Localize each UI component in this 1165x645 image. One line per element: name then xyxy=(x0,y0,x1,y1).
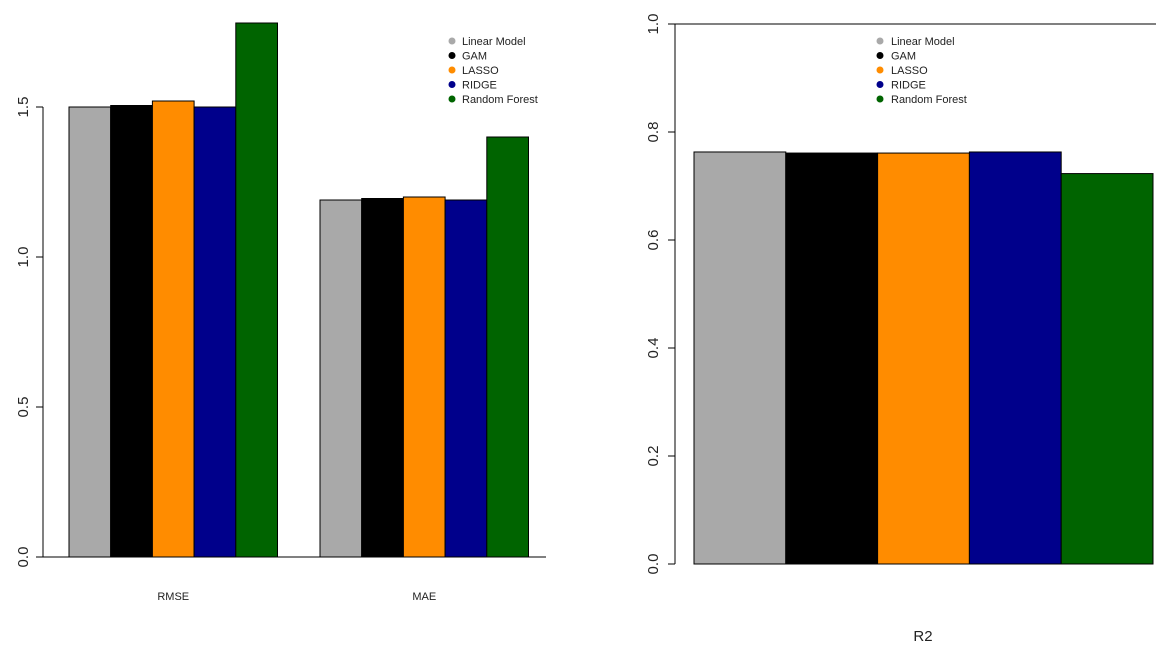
legend-label: Linear Model xyxy=(462,36,526,48)
y-tick-label: 0.8 xyxy=(645,122,662,143)
legend-swatch xyxy=(448,37,456,45)
y-tick-label: 0.0 xyxy=(15,547,32,568)
legend-label: RIDGE xyxy=(891,80,926,92)
legend-swatch xyxy=(448,52,456,59)
bar-mae-gam xyxy=(361,198,404,558)
legend-swatch xyxy=(876,52,884,59)
bar-mae-ridge xyxy=(444,199,488,558)
y-tick-label: 0.2 xyxy=(645,446,662,467)
y-tick-label: 0.4 xyxy=(645,338,662,359)
y-tick-label: 1.0 xyxy=(645,14,662,35)
legend-swatch xyxy=(448,66,456,74)
x-category-label: RMSE xyxy=(157,591,189,603)
bar-mae-linear-model xyxy=(319,199,363,558)
y-tick-label: 1.0 xyxy=(15,247,32,268)
bar-r2-random-forest xyxy=(1060,173,1154,565)
legend-swatch xyxy=(876,81,884,88)
bar-rmse-linear-model xyxy=(68,106,112,558)
legend-swatch xyxy=(448,95,456,103)
bar-r2-lasso xyxy=(877,152,970,565)
y-tick-label: 0.6 xyxy=(645,230,662,251)
legend-swatch xyxy=(448,81,456,88)
legend-label: Linear Model xyxy=(891,36,955,48)
bar-rmse-ridge xyxy=(193,106,237,558)
bar-r2-ridge xyxy=(968,151,1062,565)
y-tick-label: 0.0 xyxy=(645,554,662,575)
bar-mae-lasso xyxy=(402,196,446,558)
bar-rmse-gam xyxy=(110,105,153,558)
legend-label: LASSO xyxy=(462,65,499,77)
bar-mae-random-forest xyxy=(486,136,529,558)
bar-r2-linear-model xyxy=(693,151,787,565)
legend-swatch xyxy=(876,66,884,74)
y-tick-label: 0.5 xyxy=(15,397,32,418)
legend-swatch xyxy=(876,95,884,103)
left-bar-chart: 0.0 0.5 1.0 1.5 RMSE MAE Linear Model GAM LASSO R… xyxy=(15,22,546,603)
legend-label: GAM xyxy=(891,51,916,63)
x-category-label: R2 xyxy=(913,628,932,645)
bar-r2-gam xyxy=(785,152,879,565)
right-bar-chart: 0.0 0.2 0.4 0.6 0.8 1.0 R2 Linear Model GAM LASSO… xyxy=(645,14,1156,645)
legend-label: LASSO xyxy=(891,65,928,77)
x-category-label: MAE xyxy=(412,591,436,603)
bar-rmse-random-forest xyxy=(235,22,279,558)
legend-swatch xyxy=(876,37,884,45)
legend-label: RIDGE xyxy=(462,80,497,92)
legend-label: Random Forest xyxy=(462,94,538,106)
legend-label: Random Forest xyxy=(891,94,967,106)
legend-label: GAM xyxy=(462,51,487,63)
y-tick-label: 1.5 xyxy=(15,97,32,118)
bar-rmse-lasso xyxy=(151,100,195,558)
